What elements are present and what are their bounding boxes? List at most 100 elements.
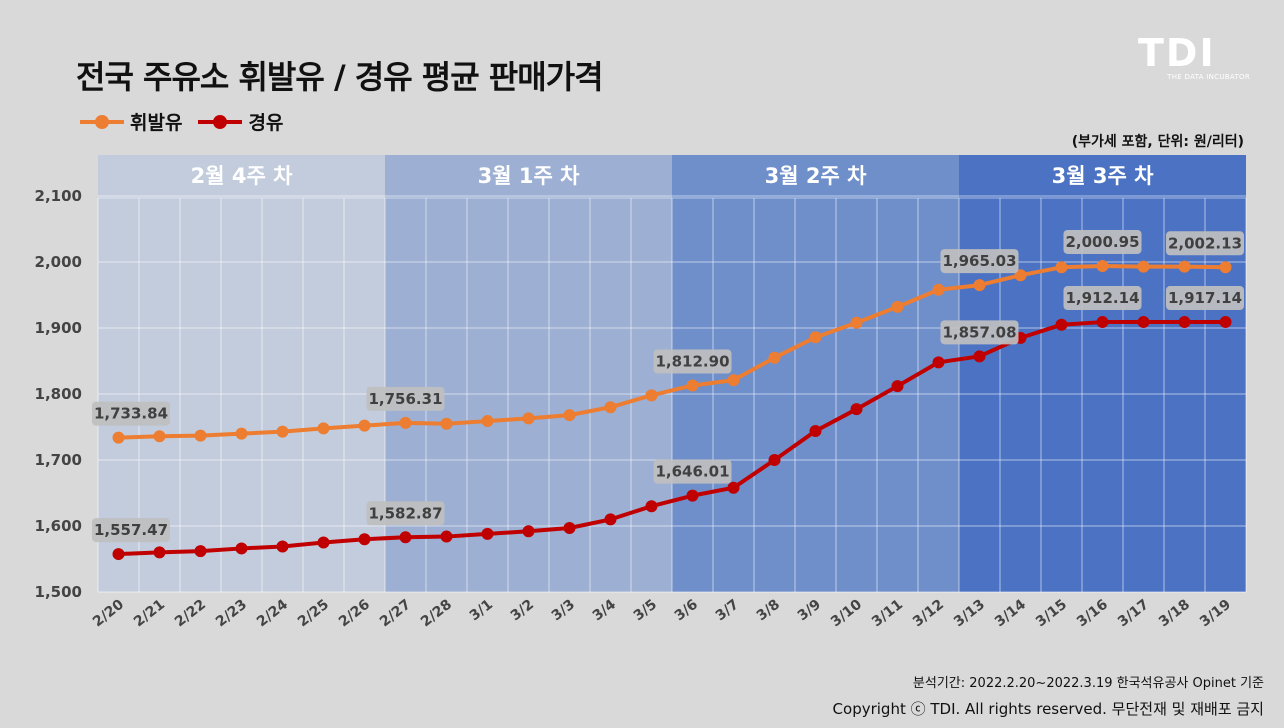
data-point [604,513,617,526]
data-point [932,283,945,296]
data-point [809,424,822,437]
y-tick-label: 1,500 [35,583,82,601]
data-label-bg [1063,286,1142,311]
data-label-text: 1,582.87 [368,504,442,522]
x-tick-label: 2/25 [295,597,332,631]
x-tick-label: 2/26 [336,597,373,631]
data-label-text: 2,002.13 [1168,234,1242,252]
data-point [973,350,986,363]
legend-label-gasoline: 휘발유 [130,112,183,134]
data-point [1055,261,1068,274]
data-point [727,481,740,494]
data-label-0-14: 1,812.90 [653,349,732,374]
data-label-text: 1,557.47 [94,521,168,539]
data-point [112,548,125,561]
data-label-1-27: 1,917.14 [1166,286,1244,311]
data-point [153,430,166,443]
x-tick-label: 3/16 [1074,597,1111,631]
data-point [235,427,248,440]
data-label-1-0: 1,557.47 [92,518,170,543]
x-tick-label: 2/23 [213,597,250,631]
data-point [973,279,986,292]
y-tick-label: 2,100 [35,187,82,205]
data-point [358,419,371,432]
data-point [768,454,781,466]
data-point [727,374,740,387]
x-tick-label: 3/18 [1156,597,1193,631]
week-band-label-1: 3월 1주 차 [478,164,580,188]
x-tick-label: 3/13 [951,597,988,631]
data-label-bg [1166,231,1244,256]
x-tick-label: 3/7 [713,597,742,625]
data-point [1137,260,1150,273]
footer-copyright: Copyright ⓒ TDI. All rights reserved. 무단… [832,700,1264,718]
legend-swatch-diesel [198,114,243,129]
x-tick-label: 3/6 [672,597,701,625]
x-tick-label: 3/19 [1197,597,1234,631]
series-line-0 [118,263,1226,440]
data-point [194,545,207,558]
data-label-text: 2,000.95 [1065,233,1139,251]
data-point [686,489,699,502]
data-point [481,415,494,428]
data-label-bg [366,501,445,526]
data-point [317,422,330,435]
data-label-bg [1166,286,1244,311]
data-label-bg [940,249,1019,274]
data-label-text: 1,857.08 [942,323,1016,341]
data-label-bg [653,459,732,484]
data-point [563,409,576,422]
x-tick-label: 3/12 [910,597,947,631]
data-point [399,416,412,429]
week-band-label-3: 3월 3주 차 [1052,164,1154,188]
legend-label-diesel: 경유 [248,112,284,134]
x-tick-label: 2/28 [418,597,455,631]
data-point [891,380,904,393]
data-label-1-21: 1,857.08 [940,320,1019,345]
unit-note: (부가세 포함, 단위: 원/리터) [1071,134,1244,150]
data-label-text: 1,912.14 [1065,289,1139,307]
data-point [276,540,289,553]
x-tick-label: 3/17 [1115,597,1152,631]
x-tick-label: 3/15 [1033,597,1070,631]
data-point [850,316,863,329]
x-tick-label: 3/14 [992,596,1029,630]
x-tick-label: 2/27 [377,597,414,631]
x-tick-label: 3/1 [467,597,496,625]
x-tick-label: 2/21 [131,597,168,631]
data-point [522,525,535,538]
data-point [194,429,207,442]
data-label-bg [1063,229,1142,254]
y-tick-label: 1,600 [35,517,82,535]
data-point [235,542,248,555]
data-point [440,417,453,430]
legend-swatch-gasoline [80,114,124,129]
data-label-0-7: 1,756.31 [366,386,445,411]
data-point [809,331,822,344]
data-point [1055,318,1068,331]
x-tick-label: 3/5 [631,597,660,625]
data-point [1096,316,1109,329]
chart-title: 전국 주유소 휘발유 / 경유 평균 판매가격 [76,58,604,96]
legend-item-diesel: 경유 [198,108,283,135]
week-band-2 [672,155,959,592]
series-line-1 [118,320,1226,557]
data-point [317,536,330,549]
data-point [1137,316,1150,329]
data-point [358,533,371,546]
data-point [481,527,494,540]
data-point [932,356,945,369]
data-label-0-27: 2,002.13 [1166,231,1244,256]
logo-subtitle: THE DATA INCUBATOR [1167,73,1250,81]
week-band-label-2: 3월 2주 차 [765,164,867,188]
data-point [1219,261,1232,274]
data-label-bg [92,401,170,426]
data-label-bg [366,386,445,411]
data-label-bg [940,320,1019,345]
week-band-3 [959,155,1246,592]
data-point [604,401,617,414]
legend: 휘발유 경유 [80,108,283,135]
data-label-text: 1,756.31 [368,390,442,408]
data-point [686,379,699,392]
